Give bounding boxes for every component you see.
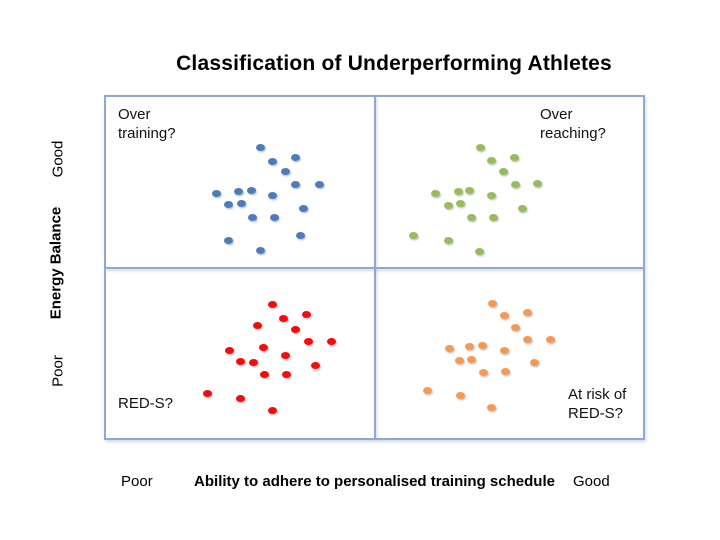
x-axis-tick-poor: Poor bbox=[121, 473, 153, 490]
horizontal-divider-line bbox=[106, 266, 643, 269]
y-axis-tick-good: Good bbox=[49, 140, 67, 178]
chart-title: Classification of Underperforming Athlet… bbox=[176, 52, 612, 75]
quadrant-label-at-risk-red-s: At risk of RED-S? bbox=[568, 386, 627, 422]
quadrant-label-over-reaching: Over reaching? bbox=[540, 106, 606, 142]
quadrant-label-red-s: RED-S? bbox=[118, 395, 174, 412]
plot-area bbox=[104, 95, 645, 440]
y-axis-title: Energy Balance bbox=[47, 206, 65, 320]
x-axis-tick-good: Good bbox=[573, 473, 610, 490]
y-axis-tick-poor: Poor bbox=[49, 355, 67, 387]
quadrant-label-over-training: Over training? bbox=[118, 106, 176, 142]
x-axis-title: Ability to adhere to personalised traini… bbox=[194, 473, 555, 490]
